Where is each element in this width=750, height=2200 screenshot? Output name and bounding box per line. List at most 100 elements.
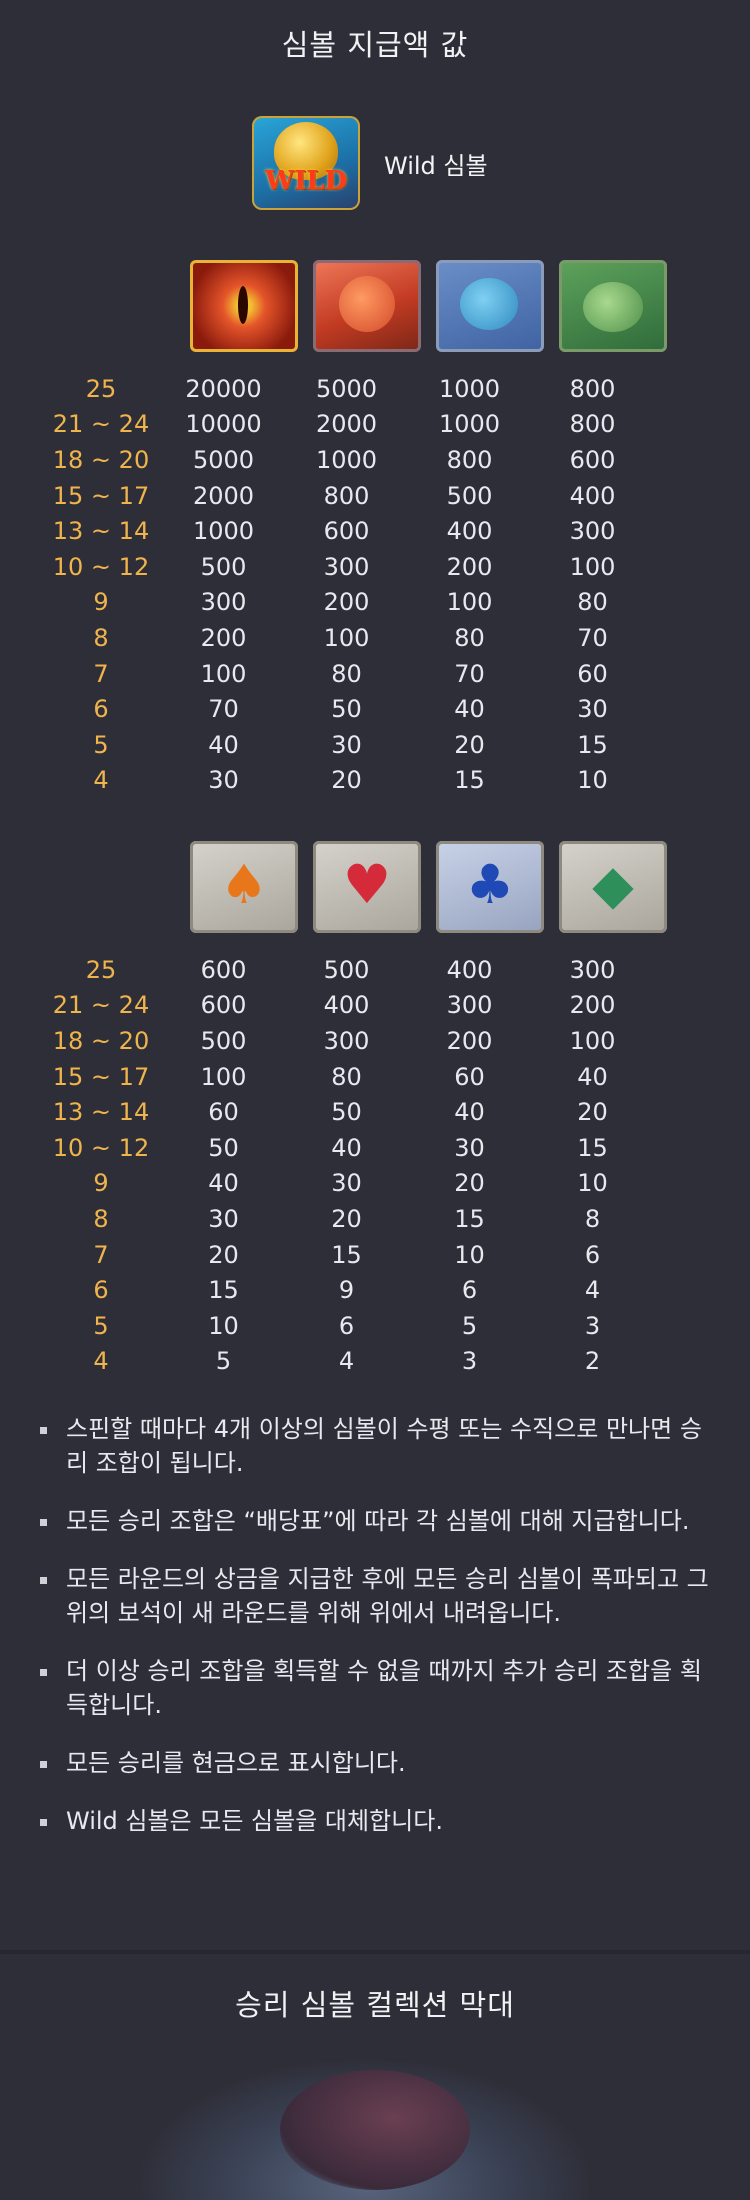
payout-value: 5000 <box>315 374 378 403</box>
payout-value: 2000 <box>315 410 378 439</box>
payout-value: 80 <box>331 1062 362 1091</box>
symbol-count: 13 ~ 14 <box>52 517 150 546</box>
payout-value: 9 <box>338 1276 355 1305</box>
page-title: 심볼 지급액 값 <box>281 28 469 62</box>
payout-value: 40 <box>208 1169 239 1198</box>
payout-value: 1000 <box>438 410 501 439</box>
table-row: 8 30 20 15 8 <box>40 1201 654 1237</box>
table-row: 18 ~ 20 500 300 200 100 <box>40 1023 654 1059</box>
premium-paytable: 25 20000 5000 1000 800 21 ~ 24 10000 2000 1000 80… <box>40 371 654 798</box>
payout-value: 600 <box>569 445 616 474</box>
table-row: 4 5 4 3 2 <box>40 1344 654 1380</box>
table-row: 10 ~ 12 50 40 30 15 <box>40 1130 654 1166</box>
symbol-count: 21 ~ 24 <box>52 991 150 1020</box>
payout-value: 15 <box>454 766 485 795</box>
symbol-count: 9 <box>93 1169 109 1198</box>
payout-value: 1000 <box>315 445 378 474</box>
payout-value: 300 <box>323 552 370 581</box>
payout-value: 100 <box>446 588 493 617</box>
payout-value: 10 <box>454 1240 485 1269</box>
payout-value: 80 <box>454 623 485 652</box>
payout-value: 3 <box>461 1347 478 1376</box>
payout-value: 30 <box>454 1133 485 1162</box>
table-row: 25 600 500 400 300 <box>40 952 654 988</box>
table-row: 21 ~ 24 10000 2000 1000 800 <box>40 407 654 443</box>
symbol-count: 13 ~ 14 <box>52 1098 150 1127</box>
payout-value: 60 <box>208 1098 239 1127</box>
payout-value: 200 <box>200 623 247 652</box>
payout-value: 800 <box>323 481 370 510</box>
table-row: 7 100 80 70 60 <box>40 656 654 692</box>
payout-value: 15 <box>454 1204 485 1233</box>
payout-value: 300 <box>569 517 616 546</box>
payout-value: 80 <box>577 588 608 617</box>
payout-value: 100 <box>569 1026 616 1055</box>
payout-value: 600 <box>200 955 247 984</box>
payout-value: 600 <box>323 517 370 546</box>
symbol-count: 10 ~ 12 <box>52 1133 150 1162</box>
rule-item: 더 이상 승리 조합을 획득할 수 없을 때까지 추가 승리 조합을 획득합니다… <box>40 1654 720 1722</box>
payout-value: 30 <box>331 730 362 759</box>
payout-value: 20 <box>454 730 485 759</box>
payout-value: 20 <box>577 1098 608 1127</box>
payout-value: 15 <box>577 730 608 759</box>
symbol-count: 7 <box>93 659 109 688</box>
table-row: 9 40 30 20 10 <box>40 1166 654 1202</box>
symbol-count: 4 <box>93 766 109 795</box>
payout-value: 50 <box>331 1098 362 1127</box>
table-row: 18 ~ 20 5000 1000 800 600 <box>40 442 654 478</box>
payout-value: 10 <box>577 1169 608 1198</box>
payout-value: 300 <box>446 991 493 1020</box>
premium-symbol-icons <box>190 260 667 352</box>
payout-value: 50 <box>331 695 362 724</box>
payout-value: 60 <box>454 1062 485 1091</box>
table-row: 4 30 20 15 10 <box>40 763 654 799</box>
payout-value: 8 <box>584 1204 601 1233</box>
table-row: 15 ~ 17 2000 800 500 400 <box>40 478 654 514</box>
symbol-count: 10 ~ 12 <box>52 552 150 581</box>
table-row: 6 15 9 6 4 <box>40 1272 654 1308</box>
payout-value: 500 <box>323 955 370 984</box>
payout-value: 40 <box>454 695 485 724</box>
payout-value: 80 <box>331 659 362 688</box>
payout-value: 3 <box>584 1311 601 1340</box>
symbol-count: 4 <box>93 1347 109 1376</box>
table-row: 13 ~ 14 60 50 40 20 <box>40 1094 654 1130</box>
payout-value: 40 <box>454 1098 485 1127</box>
payout-value: 20 <box>208 1240 239 1269</box>
symbol-count: 25 <box>85 955 117 984</box>
collection-bar-title: 승리 심볼 컬렉션 막대 <box>235 1988 515 2022</box>
table-row: 9 300 200 100 80 <box>40 585 654 621</box>
wild-icon-text: WILD <box>264 166 348 196</box>
payout-value: 4 <box>338 1347 355 1376</box>
payout-value: 200 <box>446 1026 493 1055</box>
symbol-count: 9 <box>93 588 109 617</box>
dragon-artwork <box>140 2060 590 2200</box>
table-row: 5 10 6 5 3 <box>40 1308 654 1344</box>
payout-value: 20 <box>331 1204 362 1233</box>
payout-value: 500 <box>200 1026 247 1055</box>
payout-value: 5 <box>215 1347 232 1376</box>
payout-value: 200 <box>323 588 370 617</box>
symbol-count: 8 <box>93 1204 109 1233</box>
symbol-count: 15 ~ 17 <box>52 481 150 510</box>
table-row: 5 40 30 20 15 <box>40 727 654 763</box>
payout-value: 30 <box>577 695 608 724</box>
wild-symbol-icon: WILD <box>252 116 360 210</box>
payout-value: 200 <box>569 991 616 1020</box>
payout-value: 100 <box>200 659 247 688</box>
payout-value: 15 <box>577 1133 608 1162</box>
payout-value: 10000 <box>185 410 262 439</box>
payout-value: 800 <box>446 445 493 474</box>
symbol-count: 7 <box>93 1240 109 1269</box>
payout-value: 20 <box>331 766 362 795</box>
payout-value: 300 <box>323 1026 370 1055</box>
payout-value: 4 <box>584 1276 601 1305</box>
payout-value: 400 <box>446 955 493 984</box>
payout-value: 6 <box>461 1276 478 1305</box>
symbol-count: 18 ~ 20 <box>52 445 150 474</box>
payout-value: 1000 <box>438 374 501 403</box>
frog-icon <box>559 260 667 352</box>
payout-value: 15 <box>331 1240 362 1269</box>
card-symbol-icons: ♠ ♥ ♣ ◆ <box>190 841 667 933</box>
